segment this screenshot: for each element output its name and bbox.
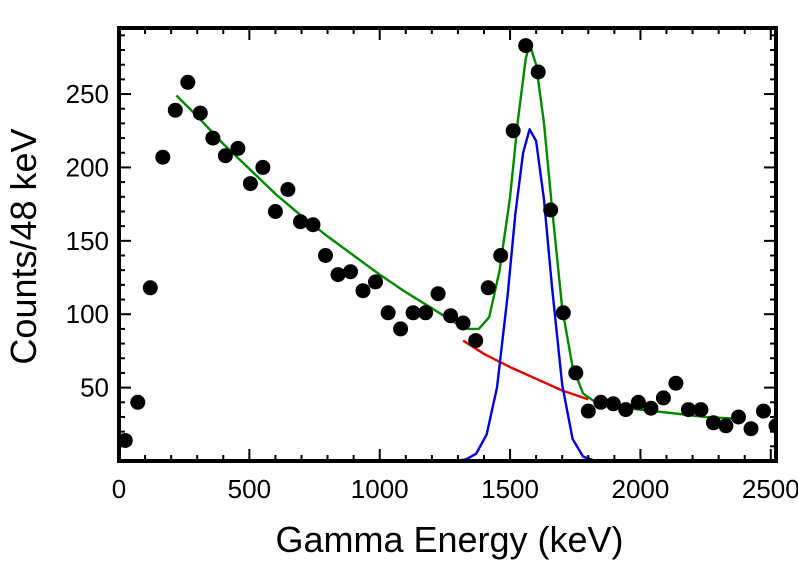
data-point (280, 182, 296, 197)
data-point (192, 105, 208, 121)
data-point (293, 214, 308, 230)
data-point (217, 148, 233, 164)
data-point (530, 64, 546, 80)
y-axis-label: Counts/48 keV (3, 128, 44, 364)
data-point (455, 315, 471, 331)
data-point (418, 305, 434, 321)
y-tick-label: 50 (80, 373, 109, 403)
data-point (480, 280, 496, 296)
data-point (518, 38, 534, 54)
axis-ticks: 0 500 1000 1500 2000 2500 50 100 150 200 250 (66, 28, 798, 504)
data-point (255, 159, 271, 175)
data-point (568, 365, 584, 381)
x-tick-label: 1500 (481, 474, 539, 504)
data-point (443, 308, 459, 324)
data-point (430, 286, 446, 302)
x-tick-label: 0 (112, 474, 126, 504)
series-line-1 (455, 128, 604, 461)
data-point (318, 248, 333, 263)
data-point (743, 421, 759, 437)
data-point (693, 402, 709, 418)
x-tick-label: 500 (228, 474, 271, 504)
data-point (267, 204, 283, 219)
data-point (643, 400, 659, 416)
data-point (605, 396, 621, 412)
data-point (130, 394, 146, 410)
data-point (756, 403, 771, 419)
data-point (242, 176, 258, 192)
data-point (230, 140, 246, 156)
data-point (330, 267, 346, 283)
data-point (543, 202, 559, 218)
data-point (355, 283, 371, 299)
data-point (343, 264, 358, 280)
y-tick-label: 250 (66, 79, 109, 109)
x-tick-label: 1000 (351, 474, 409, 504)
data-point (305, 217, 321, 233)
data-point (655, 390, 671, 406)
data-point (180, 74, 196, 90)
data-point (405, 305, 421, 321)
data-point (119, 433, 133, 448)
data-point (380, 305, 396, 321)
data-point (468, 333, 484, 349)
series-line-0 (462, 339, 589, 401)
data-point (167, 102, 183, 118)
chart-marks (119, 38, 776, 461)
y-tick-label: 200 (66, 152, 109, 182)
plot-frame (117, 26, 778, 463)
data-point (668, 375, 684, 391)
data-point (593, 394, 609, 410)
x-tick-label: 2000 (612, 474, 670, 504)
data-point (155, 149, 171, 165)
data-point (680, 402, 696, 418)
series-line-2 (175, 42, 745, 422)
y-tick-label: 150 (66, 226, 109, 256)
data-point (142, 280, 158, 296)
data-point (555, 305, 571, 321)
data-point (205, 130, 221, 146)
data-point (368, 274, 383, 290)
y-tick-label: 100 (66, 299, 109, 329)
data-point (505, 123, 521, 139)
data-point (580, 403, 596, 419)
data-point (393, 321, 409, 337)
data-point (718, 418, 734, 434)
data-point (493, 248, 509, 263)
data-point (618, 402, 634, 418)
data-point (630, 394, 646, 410)
x-axis-label: Gamma Energy (keV) (275, 519, 623, 560)
data-point (705, 415, 721, 431)
x-tick-label: 2500 (742, 474, 798, 504)
data-point (731, 409, 746, 425)
